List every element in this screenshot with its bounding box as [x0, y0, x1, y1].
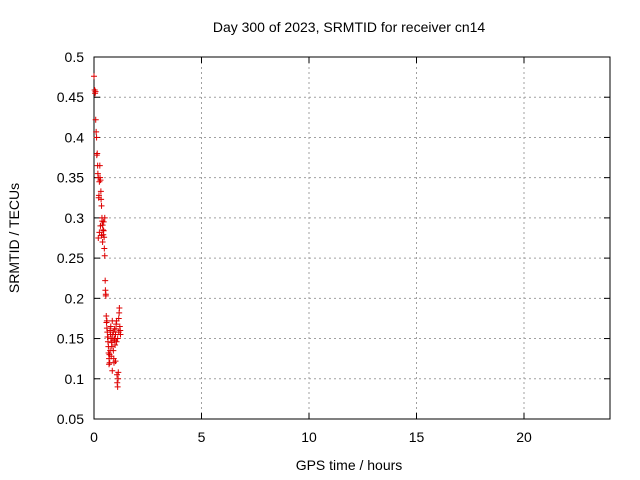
data-point — [116, 304, 123, 311]
y-axis-label: SRMTID / TECUs — [6, 183, 22, 293]
y-tick-label: 0.4 — [65, 129, 85, 145]
data-point — [95, 192, 102, 199]
data-point — [114, 335, 121, 342]
data-point — [91, 73, 97, 80]
data-point — [101, 252, 108, 259]
data-point — [106, 361, 113, 368]
y-tick-label: 0.5 — [65, 49, 85, 65]
data-point — [107, 323, 114, 330]
y-tick-label: 0.1 — [65, 371, 85, 387]
data-point — [103, 317, 110, 324]
data-point — [115, 315, 122, 322]
data-point — [102, 277, 109, 284]
x-tick-label: 10 — [301, 429, 317, 445]
data-point — [95, 235, 102, 241]
data-point — [103, 313, 110, 320]
data-point — [108, 353, 115, 360]
y-tick-label: 0.05 — [57, 411, 84, 427]
x-tick-label: 5 — [198, 429, 206, 445]
data-point — [111, 325, 118, 332]
data-point — [110, 329, 117, 336]
data-point — [97, 188, 104, 195]
data-point — [108, 343, 115, 350]
y-tick-label: 0.25 — [57, 250, 84, 266]
data-point — [115, 375, 122, 382]
data-point — [97, 222, 104, 229]
x-tick-label: 15 — [409, 429, 425, 445]
data-point — [102, 291, 109, 298]
y-tick-label: 0.45 — [57, 89, 84, 105]
grid-lines — [94, 57, 610, 419]
data-point — [92, 88, 99, 95]
data-point — [100, 227, 107, 234]
data-point — [107, 347, 114, 354]
data-point — [96, 229, 103, 236]
data-point — [92, 116, 99, 123]
y-tick-label: 0.35 — [57, 170, 84, 186]
data-point — [112, 341, 119, 348]
data-point — [99, 239, 106, 246]
y-tick-label: 0.3 — [65, 210, 85, 226]
data-point — [93, 128, 100, 135]
chart-title: Day 300 of 2023, SRMTID for receiver cn1… — [213, 19, 486, 35]
y-tick-label: 0.2 — [65, 290, 85, 306]
data-point — [104, 333, 111, 340]
data-point — [115, 369, 122, 376]
data-point — [98, 196, 105, 203]
data-points — [91, 73, 124, 390]
data-point — [101, 214, 108, 221]
plot-frame — [93, 56, 611, 420]
data-point — [112, 358, 119, 365]
data-point — [96, 162, 103, 169]
data-point — [97, 177, 104, 184]
data-point — [113, 338, 120, 345]
tick-labels: 0 5 10 15 20 0.05 0.1 0.15 0.2 0.25 0.3 0.35 0.4 0.45… — [57, 49, 532, 445]
y-tick-label: 0.15 — [57, 331, 84, 347]
data-point — [101, 245, 108, 252]
data-point — [114, 383, 121, 390]
x-tick-label: 0 — [90, 429, 98, 445]
data-point — [109, 367, 116, 374]
data-point — [100, 218, 107, 225]
x-axis-label: GPS time / hours — [296, 457, 403, 473]
data-point — [93, 134, 100, 141]
axis-ticks — [93, 56, 610, 420]
data-point — [94, 150, 101, 157]
data-point — [98, 232, 105, 239]
data-point — [115, 329, 122, 336]
data-point — [98, 202, 105, 209]
x-tick-label: 20 — [516, 429, 532, 445]
